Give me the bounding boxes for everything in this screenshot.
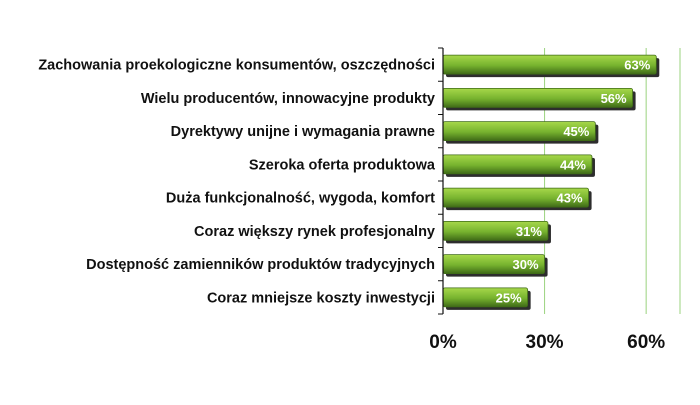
x-tick-label: 60% bbox=[627, 332, 665, 353]
category-label: Zachowania proekologiczne konsumentów, o… bbox=[38, 58, 435, 74]
gridlines bbox=[544, 48, 681, 314]
bars bbox=[442, 54, 660, 310]
category-label: Coraz mniejsze koszty inwestycji bbox=[207, 290, 435, 306]
data-label: 63% bbox=[624, 58, 650, 73]
category-label: Duża funkcjonalność, wygoda, komfort bbox=[166, 191, 435, 207]
axes bbox=[438, 47, 444, 315]
labels: 63% Zachowania proekologiczne konsumentów… bbox=[38, 58, 665, 353]
category-label: Wielu producentów, innowacyjne produkty bbox=[141, 91, 435, 107]
category-label: Szeroka oferta produktowa bbox=[249, 157, 436, 173]
category-label: Dyrektywy unijne i wymagania prawne bbox=[171, 124, 435, 140]
category-label: Coraz większy rynek profesjonalny bbox=[194, 224, 435, 240]
data-label: 45% bbox=[563, 124, 589, 139]
data-label: 30% bbox=[513, 257, 539, 272]
data-label: 25% bbox=[496, 290, 522, 305]
data-label: 43% bbox=[557, 191, 583, 206]
data-label: 31% bbox=[516, 224, 542, 239]
category-label: Dostępność zamienników produktów tradycy… bbox=[86, 257, 435, 273]
x-tick-label: 30% bbox=[526, 332, 564, 353]
data-label: 44% bbox=[560, 157, 586, 172]
x-tick-label: 0% bbox=[429, 332, 457, 353]
data-label: 56% bbox=[601, 91, 627, 106]
